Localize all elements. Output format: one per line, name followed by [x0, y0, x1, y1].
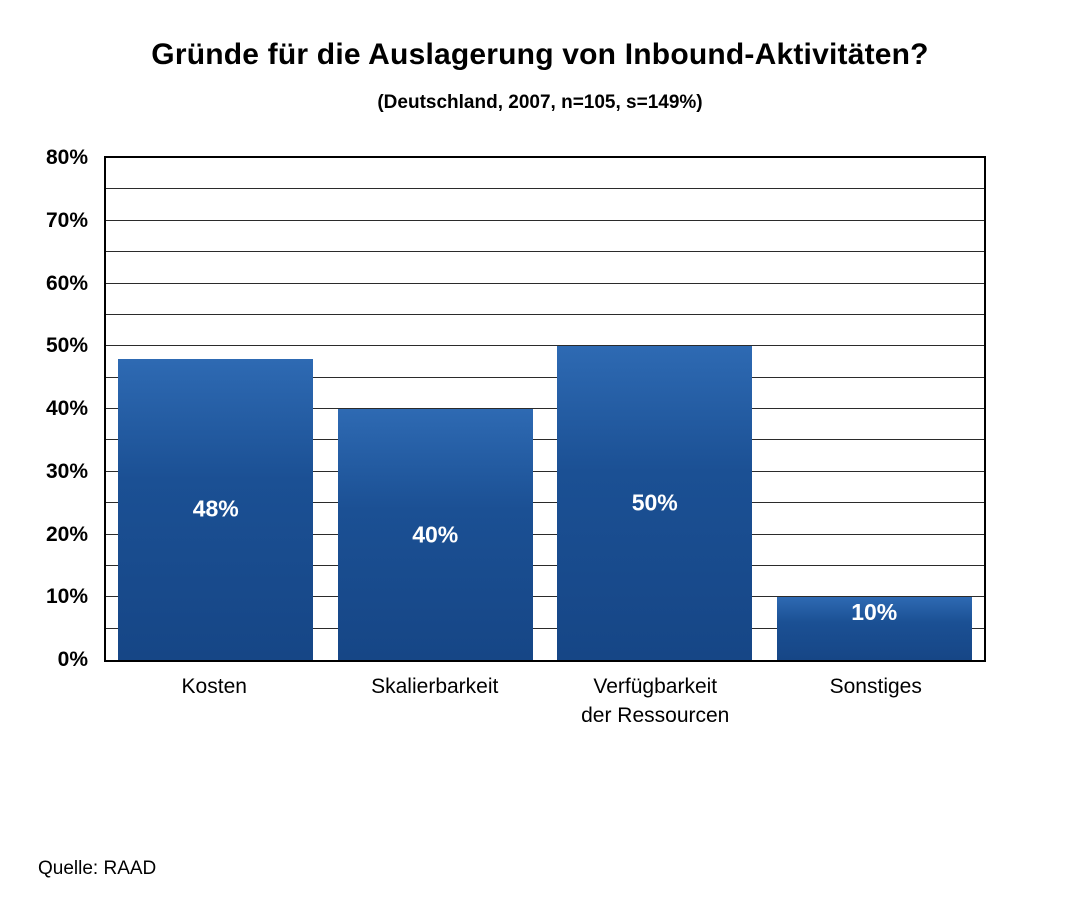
y-tick-label: 0%: [57, 648, 88, 671]
gridline: [106, 596, 984, 598]
gridline: [106, 564, 984, 566]
gridline: [106, 408, 984, 409]
bar-3: 50%: [557, 346, 753, 660]
x-category-label: Verfügbarkeit der Ressourcen: [581, 675, 730, 728]
gridline: [106, 627, 984, 629]
gridline: [106, 376, 984, 378]
chart-title: Gründe für die Auslagerung von Inbound-A…: [151, 38, 929, 71]
bar-cell: 10%: [765, 158, 985, 660]
y-tick-label: 70%: [45, 208, 88, 232]
y-tick-label: 20%: [45, 522, 88, 546]
bar-value-label: 50%: [631, 489, 678, 516]
y-axis: 0% 10% 20% 30% 40% 50% 60% 70% 80%: [0, 146, 96, 671]
gridline: [106, 282, 984, 284]
x-axis: Kosten Skalierbarkeit Verfügbarkeit der Re…: [104, 672, 986, 752]
y-tick-label: 30%: [45, 459, 88, 483]
gridline: [106, 345, 984, 347]
gridline: [106, 251, 984, 253]
chart-subtitle: (Deutschland, 2007, n=105, s=149%): [377, 92, 703, 113]
gridline: [106, 219, 984, 221]
y-tick-label: 60%: [45, 271, 88, 295]
y-tick-label: 50%: [45, 334, 88, 358]
y-tick-label: 40%: [45, 397, 88, 420]
source-note: Quelle: RAAD: [38, 858, 157, 879]
gridline: [106, 313, 984, 315]
bar-1: 48%: [118, 358, 314, 660]
gridline: [106, 533, 984, 535]
bar-value-label: 48%: [192, 495, 239, 522]
y-tick-label: 10%: [45, 585, 88, 609]
x-category-label: Kosten: [181, 675, 247, 698]
x-category-label: Sonstiges: [829, 675, 922, 698]
bar-2: 40%: [337, 409, 533, 660]
bar-cell: 48%: [106, 158, 326, 660]
bar-4: 10%: [776, 597, 972, 660]
gridline: [106, 502, 984, 504]
x-category-label: Skalierbarkeit: [371, 675, 499, 698]
plot-area: 48% 40% 50% 10%: [104, 156, 986, 662]
y-tick-label: 80%: [45, 146, 88, 169]
bar-value-label: 10%: [851, 599, 898, 626]
bar-value-label: 40%: [412, 521, 459, 547]
gridline: [106, 188, 984, 190]
bar-cell: 40%: [326, 158, 546, 660]
gridline: [106, 470, 984, 472]
bar-cell: 50%: [545, 158, 765, 660]
gridline: [106, 439, 984, 441]
